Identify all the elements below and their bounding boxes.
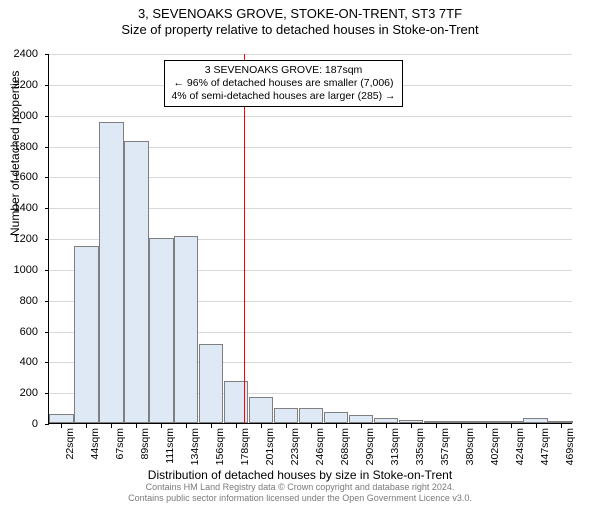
gridline [49,54,572,55]
y-tick-label: 2200 [0,79,38,91]
y-tick-label: 1600 [0,171,38,183]
x-tick-label: 313sqm [389,428,401,465]
histogram-bar [299,408,323,423]
histogram-bar [498,421,522,423]
chart-title: 3, SEVENOAKS GROVE, STOKE-ON-TRENT, ST3 … [0,6,600,21]
plot-area: 3 SEVENOAKS GROVE: 187sqm← 96% of detach… [48,54,572,424]
x-tick-label: 268sqm [339,428,351,465]
histogram-bar [399,420,423,423]
footer-line-1: Contains HM Land Registry data © Crown c… [0,482,600,493]
x-tick-label: 424sqm [514,428,526,465]
histogram-bar [523,418,547,423]
histogram-bar [149,238,173,423]
histogram-bar [74,246,98,423]
histogram-bar [174,236,198,423]
x-ticks: 22sqm 44sqm 67sqm 89sqm 111sqm 134sqm 156sqm 17… [48,424,572,474]
histogram-bar [274,408,298,423]
x-tick-label: 134sqm [189,428,201,465]
x-tick-label: 89sqm [139,428,151,460]
histogram-bar [249,397,273,423]
y-tick-label: 1200 [0,233,38,245]
y-tick-label: 800 [0,295,38,307]
x-tick-label: 178sqm [239,428,251,465]
histogram-bar [448,421,472,423]
histogram-bar [374,418,398,423]
x-tick-label: 335sqm [414,428,426,465]
footer: Contains HM Land Registry data © Crown c… [0,482,600,504]
x-tick-label: 223sqm [289,428,301,465]
histogram-bar [199,344,223,423]
y-tick-label: 600 [0,326,38,338]
y-ticks: 0200400600800100012001400160018002000220… [0,54,44,424]
histogram-bar [473,421,497,423]
x-tick-label: 290sqm [364,428,376,465]
x-tick-label: 447sqm [539,428,551,465]
annotation-line: ← 96% of detached houses are smaller (7,… [171,77,395,90]
x-tick-label: 402sqm [489,428,501,465]
y-tick-label: 1400 [0,202,38,214]
x-axis-label: Distribution of detached houses by size … [0,468,600,482]
y-tick-label: 400 [0,356,38,368]
histogram-bar [324,412,348,423]
histogram-bar [349,415,373,423]
x-tick-label: 469sqm [564,428,576,465]
x-tick-label: 246sqm [314,428,326,465]
histogram-bar [49,414,73,423]
annotation-line: 4% of semi-detached houses are larger (2… [171,90,395,103]
annotation-box: 3 SEVENOAKS GROVE: 187sqm← 96% of detach… [164,60,402,107]
plot: 3 SEVENOAKS GROVE: 187sqm← 96% of detach… [48,54,572,424]
chart-subtitle: Size of property relative to detached ho… [0,22,600,37]
histogram-bar [124,141,148,423]
x-tick-label: 67sqm [114,428,126,460]
y-tick-label: 0 [0,418,38,430]
x-tick-label: 22sqm [64,428,76,460]
annotation-line: 3 SEVENOAKS GROVE: 187sqm [171,64,395,77]
histogram-bar [548,421,572,423]
y-tick-label: 2000 [0,110,38,122]
x-tick-label: 201sqm [264,428,276,465]
x-tick-label: 380sqm [464,428,476,465]
y-tick-label: 2400 [0,48,38,60]
y-tick-label: 200 [0,387,38,399]
histogram-bar [99,122,123,423]
x-tick-label: 111sqm [164,428,176,464]
y-tick-label: 1800 [0,141,38,153]
y-tick-label: 1000 [0,264,38,276]
x-tick-label: 357sqm [439,428,451,465]
x-tick-label: 156sqm [214,428,226,465]
x-tick-label: 44sqm [89,428,101,460]
gridline [49,116,572,117]
histogram-bar [424,421,448,423]
footer-line-2: Contains public sector information licen… [0,493,600,504]
marker-line [244,54,245,423]
